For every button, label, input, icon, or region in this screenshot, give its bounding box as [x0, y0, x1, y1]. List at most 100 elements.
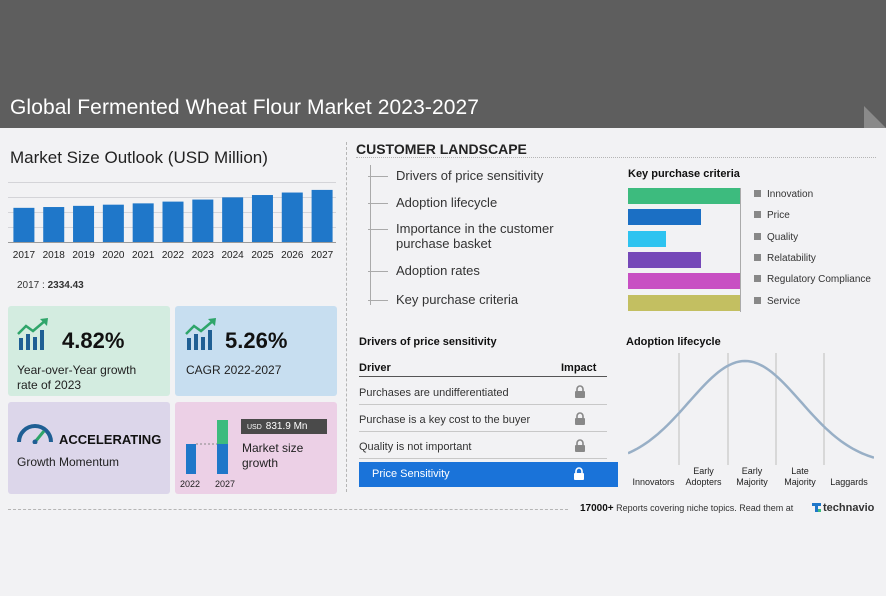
speedometer-icon: [17, 424, 53, 444]
legend-label: Service: [767, 295, 801, 307]
growth-badge: USD 831.9 Mn: [241, 419, 327, 434]
driver-cell: Price Sensitivity: [372, 468, 450, 480]
lock-icon: [575, 439, 585, 452]
table-row: Quality is not important: [359, 432, 607, 459]
header-fold: [864, 106, 886, 128]
market-size-bar: [222, 197, 244, 242]
landscape-connector: [370, 165, 371, 305]
driver-cell: Quality is not important: [359, 441, 472, 453]
growth-label: Market size growth: [242, 441, 304, 470]
market-size-bar: [162, 201, 184, 242]
x-tick-label: 2017: [13, 250, 36, 261]
impact-column-header: Impact: [561, 362, 597, 374]
page-title: Global Fermented Wheat Flour Market 2023…: [10, 96, 480, 119]
momentum-value: ACCELERATING: [59, 432, 162, 447]
stage-label: Majority: [736, 477, 768, 487]
kpc-legend-item: Relatability: [754, 253, 816, 264]
growth-year-start: 2022: [180, 479, 201, 489]
yoy-card: 4.82% Year-over-Year growth rate of 2023: [8, 306, 170, 396]
kpc-legend-item: Regulatory Compliance: [754, 274, 871, 285]
kpc-bar: [628, 230, 667, 247]
x-tick-label: 2022: [162, 250, 185, 261]
landscape-item: Key purchase criteria: [368, 292, 518, 307]
column-divider: [346, 142, 347, 492]
drivers-table-title: Drivers of price sensitivity: [359, 336, 497, 348]
customer-landscape-title: CUSTOMER LANDSCAPE: [356, 141, 527, 157]
adoption-lifecycle-chart: InnovatorsEarlyAdoptersEarlyMajorityLate…: [628, 353, 874, 487]
yoy-value: 4.82%: [62, 328, 125, 353]
legend-label: Regulatory Compliance: [767, 274, 871, 286]
kpc-bar: [628, 251, 701, 268]
footer-text: 17000+ Reports covering niche topics. Re…: [580, 503, 793, 514]
kpc-bar: [628, 188, 740, 204]
market-size-bar: [102, 204, 124, 242]
footer-message: Reports covering niche topics. Read them…: [616, 503, 794, 513]
table-row: Purchase is a key cost to the buyer: [359, 405, 607, 432]
market-size-bar: [311, 189, 333, 242]
base-year-value: 2017 : 2334.43: [17, 280, 84, 291]
legend-swatch: [754, 253, 761, 261]
legend-swatch: [754, 275, 761, 283]
legend-swatch: [754, 190, 761, 197]
lock-icon: [575, 385, 585, 398]
stage-label: Innovators: [632, 477, 675, 487]
x-tick-label: 2024: [222, 250, 245, 261]
x-tick-label: 2027: [311, 250, 334, 261]
stage-label: Early: [742, 466, 763, 476]
growth-chart-icon: [185, 318, 216, 350]
market-size-bar: [132, 203, 154, 242]
adoption-curve: [628, 359, 874, 459]
x-tick-label: 2026: [281, 250, 304, 261]
price-sensitivity-row[interactable]: Price Sensitivity: [359, 462, 618, 487]
market-size-bar: [73, 205, 95, 242]
market-size-title: Market Size Outlook (USD Million): [10, 148, 268, 167]
market-size-bar: [251, 195, 273, 242]
stage-label: Laggards: [830, 477, 868, 487]
report-count: 17000+: [580, 503, 614, 514]
table-row: Purchases are undifferentiated: [359, 378, 607, 405]
x-tick-label: 2020: [102, 250, 125, 261]
stage-label: Late: [791, 466, 809, 476]
technavio-logo[interactable]: technavio: [812, 502, 874, 514]
legend-swatch: [754, 211, 761, 219]
market-size-bar: [13, 207, 35, 242]
stage-label: Early: [693, 466, 714, 476]
kpc-bar: [628, 273, 740, 290]
kpc-legend-item: Price: [754, 210, 790, 221]
growth-chart-icon: [17, 318, 48, 350]
landscape-item: Adoption lifecycle: [368, 195, 497, 210]
legend-label: Relatability: [767, 252, 816, 264]
x-tick-label: 2018: [43, 250, 66, 261]
kpc-bar: [628, 209, 701, 226]
kpc-axis: [740, 188, 741, 312]
landscape-item: Importance in the customer purchase bask…: [368, 221, 576, 251]
x-tick-label: 2023: [192, 250, 215, 261]
kpc-bar-chart: [628, 188, 742, 312]
x-tick-label: 2025: [251, 250, 274, 261]
driver-cell: Purchase is a key cost to the buyer: [359, 414, 531, 426]
technavio-logo-icon: [812, 503, 821, 512]
kpc-title: Key purchase criteria: [628, 168, 740, 180]
cagr-label: CAGR 2022-2027: [186, 363, 282, 377]
legend-label: Price: [767, 210, 790, 222]
market-size-bar: [281, 192, 303, 242]
kpc-bar: [628, 294, 740, 311]
legend-swatch: [754, 296, 761, 304]
section-divider: [356, 157, 876, 158]
growth-card: USD 831.9 Mn 2022 2027 Market size growth: [175, 402, 337, 494]
base-value: 2334.43: [47, 280, 84, 291]
legend-label: Innovation: [767, 189, 814, 200]
brand-name: technavio: [823, 502, 875, 514]
footer-divider: [8, 509, 568, 510]
cagr-card: 5.26% CAGR 2022-2027: [175, 306, 337, 396]
momentum-label: Growth Momentum: [17, 455, 120, 469]
landscape-item: Drivers of price sensitivity: [368, 168, 543, 183]
market-size-bar: [192, 199, 214, 242]
cagr-value: 5.26%: [225, 328, 288, 353]
growth-bars-icon: [186, 420, 228, 474]
stage-label: Adopters: [685, 477, 722, 487]
adoption-lifecycle-title: Adoption lifecycle: [626, 336, 721, 348]
landscape-item: Adoption rates: [368, 263, 480, 278]
market-size-bar: [43, 207, 65, 242]
badge-value: 831.9 Mn: [265, 421, 308, 432]
